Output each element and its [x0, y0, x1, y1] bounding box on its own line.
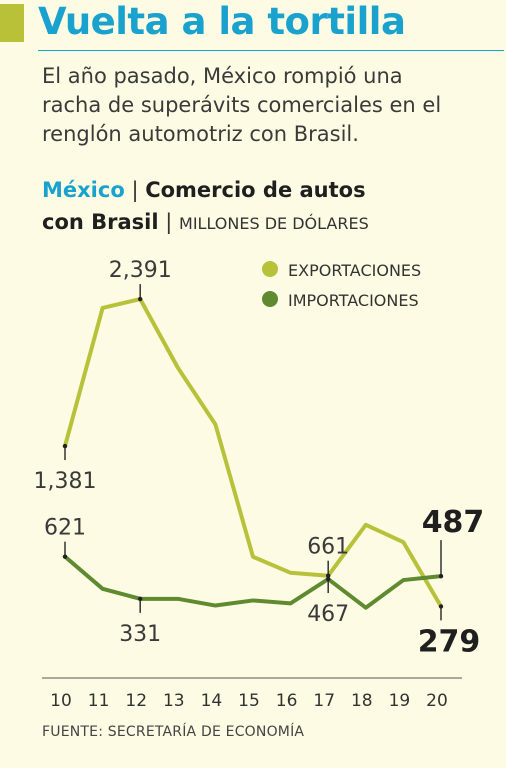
title-divider: [38, 50, 504, 51]
heading-separator: |: [124, 178, 146, 202]
x-tick-label: 10: [50, 691, 72, 711]
data-label: 621: [44, 516, 86, 541]
title-accent-bar: [0, 4, 24, 42]
x-tick-label: 15: [238, 691, 260, 711]
source-note: FUENTE: SECRETARÍA DE ECONOMÍA: [42, 724, 305, 740]
legend-swatch: [262, 291, 278, 307]
data-point-marker: [138, 296, 143, 302]
legend-swatch: [262, 261, 278, 277]
data-label: 2,391: [109, 258, 172, 283]
data-label: 331: [119, 622, 161, 647]
chart-title-line2: con Brasil: [42, 210, 159, 234]
data-point-marker: [438, 604, 444, 609]
x-tick-label: 12: [125, 691, 147, 711]
x-tick-label: 17: [313, 691, 335, 711]
data-label: 467: [307, 602, 349, 627]
data-point-marker: [326, 573, 331, 578]
data-point-marker: [438, 573, 444, 579]
x-tick-label: 19: [389, 691, 411, 711]
data-label: 487: [422, 505, 485, 540]
exports-series-line: [63, 297, 443, 609]
data-point-marker: [138, 596, 143, 602]
data-point-marker: [62, 554, 68, 559]
legend-label: IMPORTACIONES: [288, 291, 419, 310]
x-tick-label: 16: [276, 691, 298, 711]
intro-text: El año pasado, México rompió una racha d…: [42, 64, 442, 146]
x-tick-label: 18: [351, 691, 373, 711]
page-title: Vuelta a la tortilla: [38, 0, 406, 43]
heading-separator: |: [158, 210, 180, 234]
chart-units: MILLONES DE DÓLARES: [179, 214, 369, 233]
data-label: 279: [418, 624, 481, 659]
legend-label: EXPORTACIONES: [288, 261, 421, 280]
chart-title-line1: Comercio de autos: [145, 178, 366, 202]
data-point-marker: [326, 576, 331, 582]
x-tick-label: 20: [426, 691, 448, 711]
chart-heading: México | Comercio de autos con Brasil | …: [42, 174, 502, 240]
imports-series-line: [63, 554, 443, 610]
x-tick-label: 14: [201, 691, 223, 711]
x-tick-label: 13: [163, 691, 185, 711]
data-label: 661: [307, 535, 349, 560]
data-label: 1,381: [34, 469, 97, 494]
x-tick-label: 11: [88, 691, 110, 711]
data-point-marker: [62, 443, 68, 449]
chart-country: México: [42, 178, 125, 202]
